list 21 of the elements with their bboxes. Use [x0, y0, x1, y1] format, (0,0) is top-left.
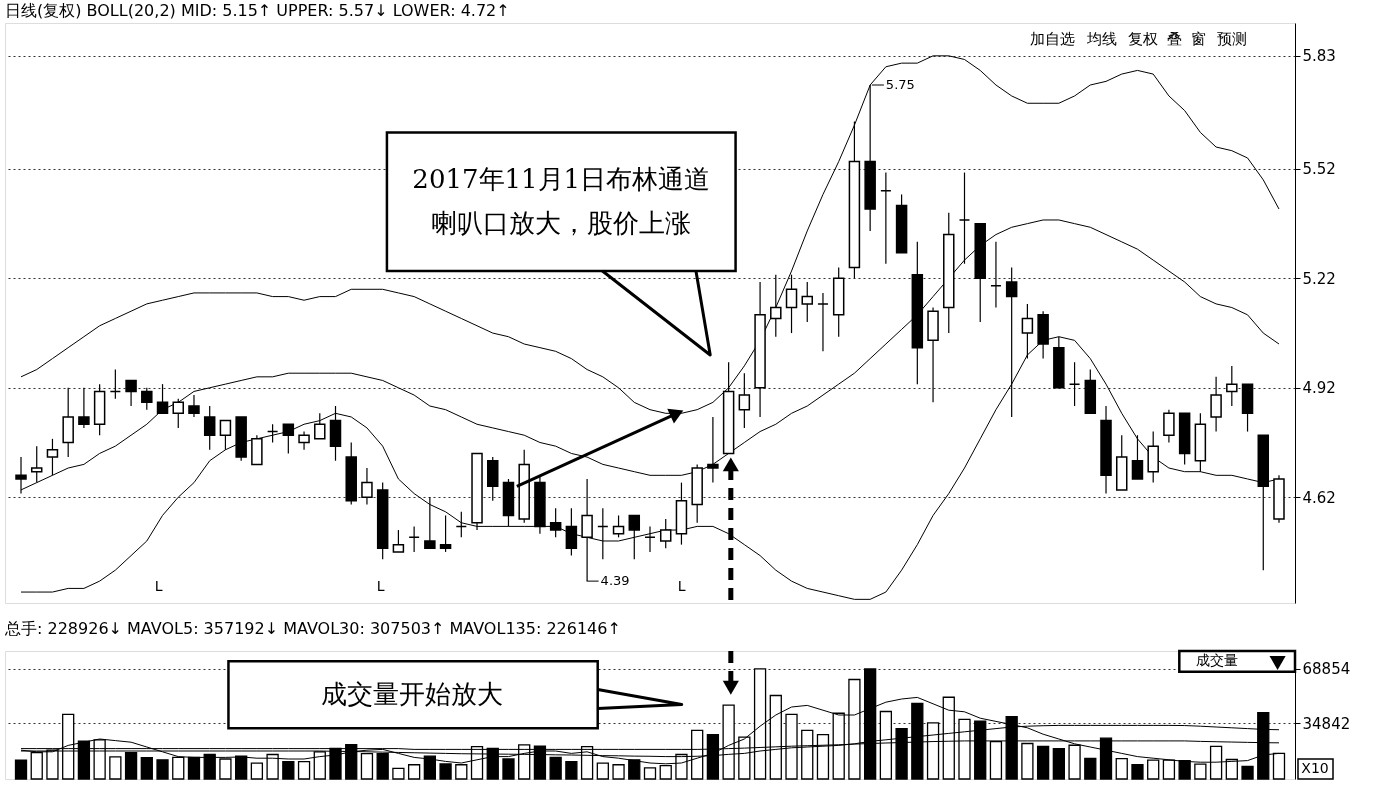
annotation: 4.39 [600, 573, 630, 589]
y-tick-label: 5.52 [1302, 160, 1336, 179]
annotation: 复权 [1127, 30, 1158, 49]
annotation: L [154, 577, 163, 594]
annotation: 预测 [1216, 30, 1247, 49]
annotation: L [677, 577, 686, 594]
y-tick-label: 34842 [1302, 714, 1351, 733]
y-tick-label: 5.83 [1302, 47, 1336, 66]
annotation: 叠 [1167, 30, 1183, 49]
y-tick-label: 4.92 [1302, 379, 1336, 398]
annotation: 均线 [1085, 30, 1117, 49]
annotation: L [376, 577, 385, 594]
annotation: 窗 [1190, 30, 1206, 49]
chart-title: 日线(复权) BOLL(20,2) MID: 5.15↑ UPPER: 5.57↓ LOWER: 4.72↑ [5, 1, 510, 20]
annotation: 5.75 [885, 77, 915, 93]
annotation: 加自选 [1030, 30, 1076, 49]
chart-title: 总手: 228926↓ MAVOL5: 357192↓ MAVOL30: 307503↑ MAVOL135: 226146↑ [4, 619, 621, 638]
y-tick-label: 4.62 [1302, 488, 1336, 507]
y-tick-label: 68854 [1302, 660, 1351, 679]
text: X10 [1301, 760, 1329, 776]
y-tick-label: 5.22 [1302, 269, 1336, 288]
